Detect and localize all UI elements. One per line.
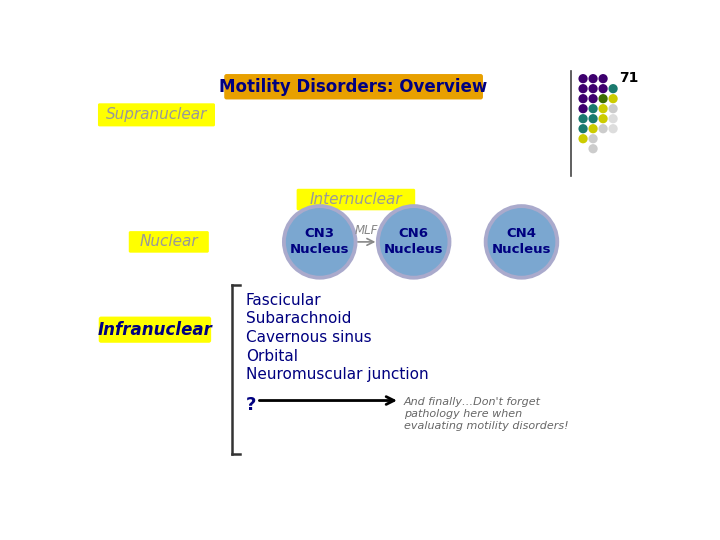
Text: Infranuclear: Infranuclear [97, 321, 212, 339]
Circle shape [588, 124, 598, 133]
Text: And finally…Don't forget
pathology here when
evaluating motility disorders!: And finally…Don't forget pathology here … [404, 397, 568, 430]
Circle shape [598, 94, 608, 103]
Circle shape [578, 104, 588, 113]
FancyBboxPatch shape [99, 316, 211, 343]
Text: Subarachnoid: Subarachnoid [246, 311, 351, 326]
Text: MLF: MLF [355, 224, 379, 237]
Text: CN3
Nucleus: CN3 Nucleus [290, 227, 349, 256]
Circle shape [588, 94, 598, 103]
FancyBboxPatch shape [224, 74, 483, 99]
Circle shape [598, 104, 608, 113]
Circle shape [578, 74, 588, 83]
Text: Neuromuscular junction: Neuromuscular junction [246, 367, 428, 382]
Circle shape [588, 84, 598, 93]
Text: Internuclear: Internuclear [310, 192, 402, 207]
FancyBboxPatch shape [129, 231, 209, 253]
Text: Fascicular: Fascicular [246, 293, 321, 308]
Circle shape [578, 114, 588, 123]
Circle shape [588, 104, 598, 113]
Circle shape [376, 204, 451, 280]
Circle shape [608, 114, 618, 123]
Text: Orbital: Orbital [246, 349, 298, 364]
Text: Cavernous sinus: Cavernous sinus [246, 330, 372, 346]
Circle shape [286, 208, 354, 276]
Circle shape [608, 94, 618, 103]
Circle shape [608, 104, 618, 113]
Text: Nuclear: Nuclear [140, 234, 198, 249]
FancyBboxPatch shape [297, 189, 415, 211]
Text: Motility Disorders: Overview: Motility Disorders: Overview [220, 78, 487, 96]
Circle shape [484, 204, 559, 280]
Text: Supranuclear: Supranuclear [106, 107, 207, 123]
Circle shape [598, 84, 608, 93]
Circle shape [598, 74, 608, 83]
Circle shape [588, 74, 598, 83]
Circle shape [379, 208, 448, 276]
Circle shape [578, 94, 588, 103]
Circle shape [608, 124, 618, 133]
Circle shape [598, 124, 608, 133]
Circle shape [282, 204, 357, 280]
Circle shape [578, 84, 588, 93]
Circle shape [608, 84, 618, 93]
Text: 71: 71 [619, 71, 639, 85]
Text: ?: ? [246, 396, 256, 414]
Circle shape [578, 124, 588, 133]
Circle shape [588, 144, 598, 153]
Circle shape [487, 208, 555, 276]
Circle shape [578, 134, 588, 143]
Text: CN6
Nucleus: CN6 Nucleus [384, 227, 444, 256]
Text: CN4
Nucleus: CN4 Nucleus [492, 227, 552, 256]
Circle shape [588, 114, 598, 123]
Circle shape [598, 114, 608, 123]
FancyBboxPatch shape [98, 103, 215, 126]
Circle shape [588, 134, 598, 143]
